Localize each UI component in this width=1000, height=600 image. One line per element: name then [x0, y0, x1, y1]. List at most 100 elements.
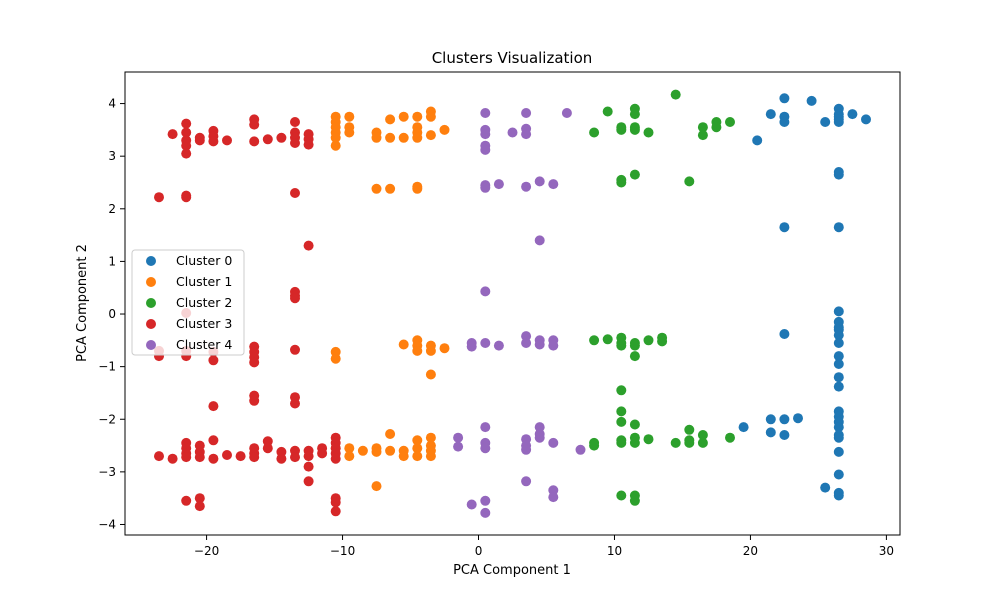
data-point [833, 338, 844, 348]
data-point [548, 492, 559, 503]
y-axis: −4 −3 −2 −1 0 1 2 3 4 [98, 97, 125, 531]
data-point [480, 129, 491, 140]
data-point [616, 177, 627, 188]
legend-marker [146, 277, 156, 287]
data-point [194, 493, 205, 504]
legend-marker [146, 340, 156, 350]
data-point [249, 395, 260, 406]
data-point [833, 117, 844, 127]
data-point [493, 340, 504, 351]
data-point [833, 432, 844, 443]
y-tick-label: −3 [98, 465, 116, 479]
data-point [371, 446, 382, 457]
data-point [262, 436, 273, 447]
data-point [779, 93, 790, 104]
data-point [480, 422, 491, 433]
data-point [589, 335, 600, 346]
data-point [548, 179, 559, 190]
data-point [779, 117, 790, 127]
data-point [521, 181, 532, 192]
data-point [616, 437, 627, 448]
data-point [480, 495, 491, 506]
data-point [670, 437, 681, 448]
data-point [521, 476, 532, 487]
data-point [385, 429, 396, 439]
data-point [833, 330, 844, 341]
y-tick-label: −1 [98, 360, 116, 374]
legend-entry: Cluster 2 [146, 295, 232, 310]
data-point [425, 130, 436, 141]
series-0 [738, 93, 871, 501]
data-point [765, 427, 776, 438]
data-point [616, 385, 627, 396]
data-point [765, 414, 776, 425]
data-point [697, 430, 708, 440]
data-point [833, 351, 844, 362]
data-point [344, 127, 355, 138]
data-point [466, 341, 477, 352]
data-point [181, 127, 192, 138]
data-point [643, 127, 654, 138]
data-point [534, 176, 545, 187]
data-point [820, 117, 831, 127]
data-point [330, 353, 341, 364]
data-point [833, 446, 844, 457]
data-point [847, 109, 858, 120]
data-point [357, 445, 368, 456]
data-point [154, 192, 164, 203]
legend-marker [146, 319, 156, 329]
data-point [262, 134, 273, 145]
data-point [629, 419, 640, 430]
data-point [385, 114, 396, 125]
data-point [412, 443, 423, 454]
data-point [602, 334, 613, 345]
data-point [425, 345, 436, 356]
legend-entry: Cluster 4 [146, 337, 232, 352]
data-point [616, 406, 627, 417]
data-point [480, 338, 491, 348]
data-point [303, 451, 314, 462]
data-point [330, 506, 341, 517]
legend-label: Cluster 2 [176, 295, 232, 310]
data-point [276, 453, 287, 464]
data-point [548, 340, 559, 351]
x-tick-label: 10 [607, 544, 622, 558]
data-point [330, 453, 341, 464]
y-tick-label: 0 [108, 307, 116, 321]
data-point [765, 109, 776, 120]
data-point [521, 444, 532, 455]
data-point [290, 293, 300, 304]
data-point [385, 445, 396, 456]
data-point [670, 89, 681, 100]
data-point [480, 286, 491, 297]
data-point [697, 437, 708, 448]
data-point [439, 124, 450, 135]
data-point [833, 372, 844, 383]
data-point [589, 440, 600, 451]
data-point [738, 422, 749, 433]
data-point [684, 176, 695, 187]
data-point [493, 179, 504, 190]
data-point [616, 416, 627, 427]
data-point [521, 331, 532, 342]
legend-marker [146, 256, 156, 266]
y-tick-label: 3 [108, 149, 116, 163]
data-point [480, 108, 491, 118]
data-point [725, 117, 735, 127]
data-point [629, 351, 640, 362]
data-point [629, 340, 640, 351]
data-point [480, 182, 491, 193]
data-point [439, 343, 450, 354]
data-point [697, 130, 708, 141]
data-point [806, 95, 817, 106]
data-point [779, 329, 790, 339]
series-2 [589, 89, 735, 506]
data-point [534, 235, 545, 246]
data-point [303, 139, 314, 150]
data-point [861, 114, 871, 125]
x-axis: −20 −10 0 10 20 30 [194, 535, 894, 558]
data-point [208, 355, 219, 366]
legend: Cluster 0 Cluster 1 Cluster 2 Cluster 3 … [131, 249, 245, 356]
data-point [561, 108, 572, 118]
data-point [657, 336, 668, 347]
